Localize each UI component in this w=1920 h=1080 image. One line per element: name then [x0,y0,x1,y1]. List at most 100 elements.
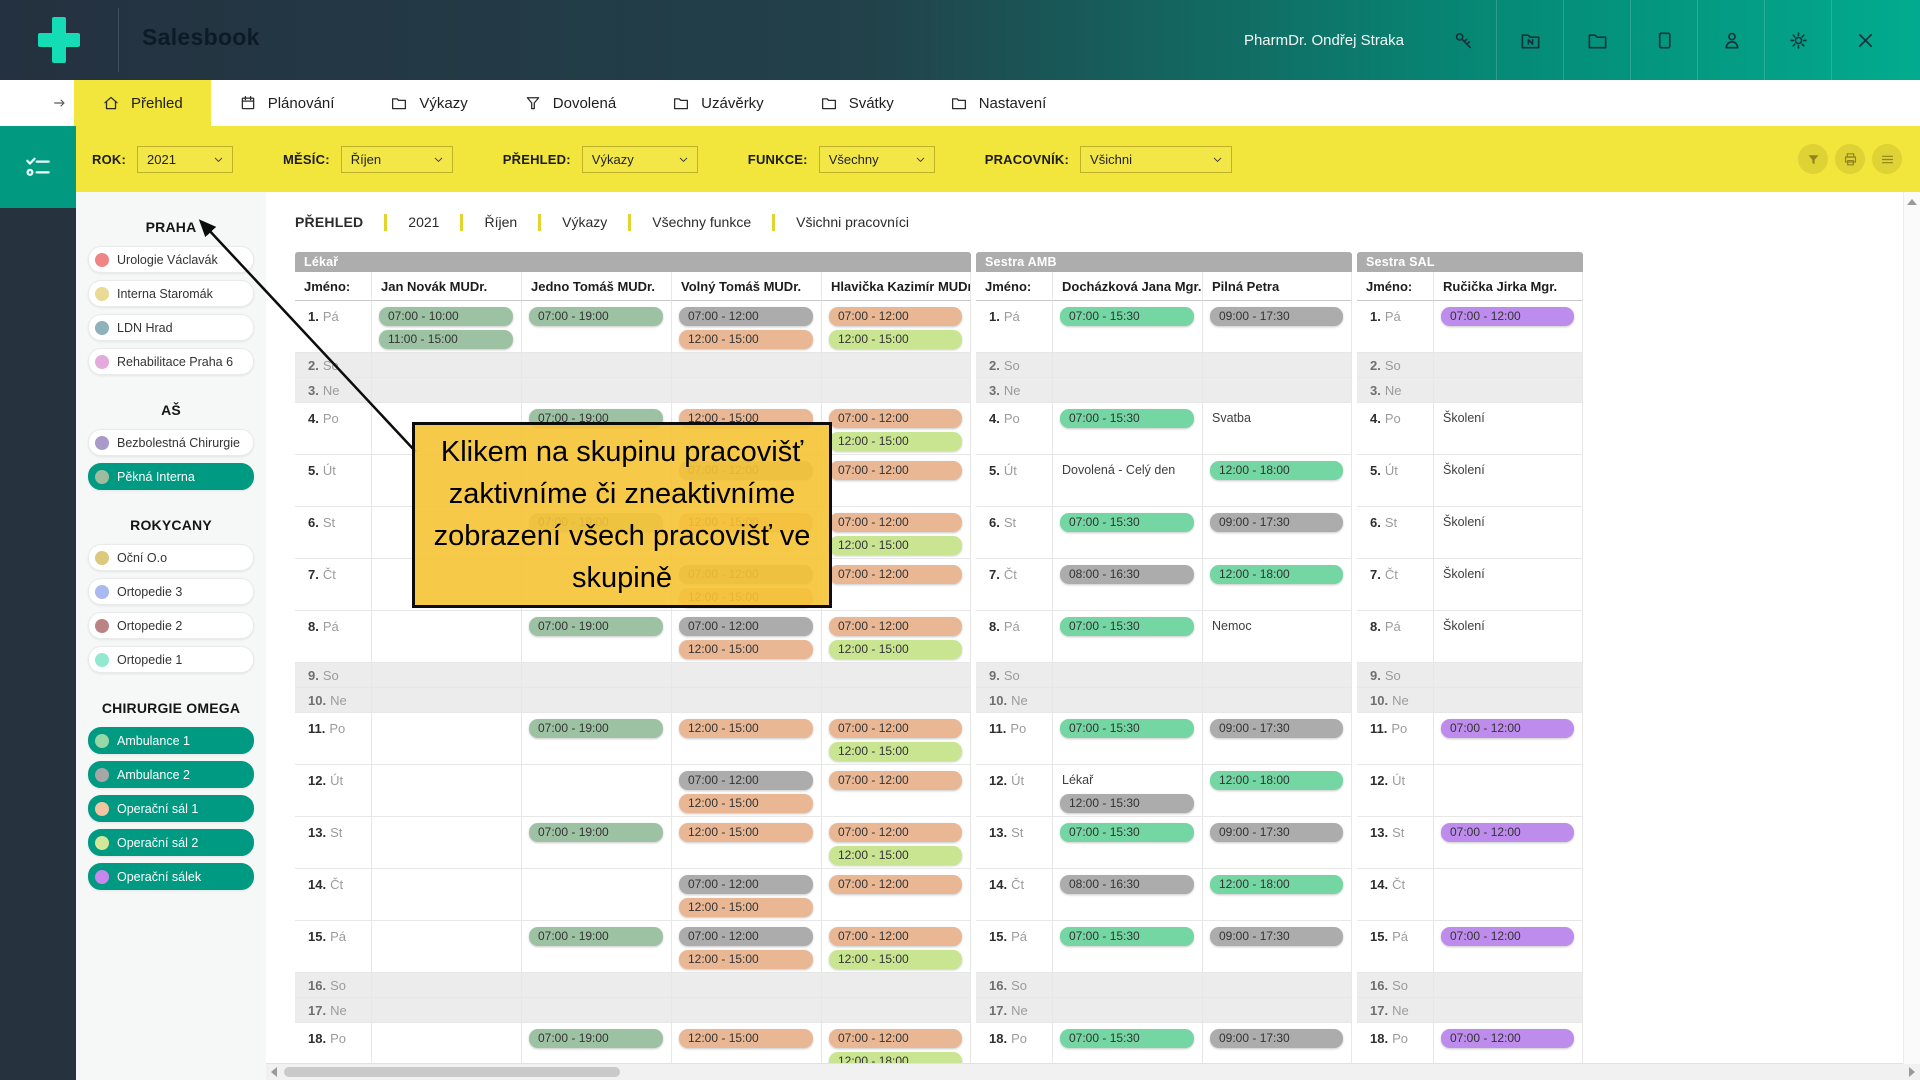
schedule-cell[interactable]: Školení [1433,403,1583,455]
schedule-cell[interactable]: 07:00 - 15:30 [1052,921,1202,973]
shift-badge[interactable]: 09:00 - 17:30 [1210,823,1343,842]
schedule-cell[interactable]: Svatba [1202,403,1352,455]
shift-badge[interactable]: 07:00 - 15:30 [1060,307,1194,326]
menu-button[interactable] [1872,144,1902,174]
group-heading-rokycany[interactable]: ROKYCANY [130,517,212,533]
schedule-cell[interactable] [1202,973,1352,998]
schedule-cell[interactable] [1433,378,1583,403]
schedule-cell[interactable] [521,353,671,378]
shift-badge[interactable]: 07:00 - 19:00 [529,1029,663,1048]
shift-badge[interactable]: 12:00 - 15:00 [829,432,962,451]
filter-button[interactable] [1798,144,1828,174]
schedule-cell[interactable] [521,998,671,1023]
pracovnik-select[interactable]: Všichni [1080,145,1233,173]
scroll-up-button[interactable] [1904,194,1920,210]
schedule-cell[interactable]: 12:00 - 18:00 [1202,869,1352,921]
schedule-cell[interactable]: 07:00 - 12:00 12:00 - 15:00 [671,869,821,921]
shift-badge[interactable]: 08:00 - 16:30 [1060,875,1194,894]
schedule-cell[interactable] [1433,663,1583,688]
shift-badge[interactable]: 11:00 - 15:00 [379,330,513,349]
app-logo[interactable] [0,0,118,80]
mesic-select[interactable]: Říjen [340,145,453,173]
shift-badge[interactable]: 12:00 - 18:00 [1210,565,1343,584]
schedule-cell[interactable]: 07:00 - 12:00 [1433,301,1583,353]
schedule-cell[interactable]: 07:00 - 12:00 12:00 - 15:00 [821,817,971,869]
schedule-cell[interactable] [371,921,521,973]
schedule-cell[interactable]: 12:00 - 15:00 [671,1023,821,1075]
schedule-cell[interactable] [1433,765,1583,817]
shift-note[interactable]: Lékař [1062,773,1094,787]
schedule-cell[interactable]: 09:00 - 17:30 [1202,1023,1352,1075]
shift-badge[interactable]: 07:00 - 12:00 [679,875,813,894]
schedule-cell[interactable]: 07:00 - 15:30 [1052,1023,1202,1075]
schedule-cell[interactable]: Školení [1433,559,1583,611]
schedule-cell[interactable] [671,688,821,713]
schedule-cell[interactable] [371,663,521,688]
shift-badge[interactable]: 12:00 - 15:00 [829,640,962,659]
sidebar-item-ortopedie-3[interactable]: Ortopedie 3 [88,578,254,605]
schedule-cell[interactable] [521,663,671,688]
schedule-cell[interactable]: 07:00 - 15:30 [1052,301,1202,353]
shift-badge[interactable]: 07:00 - 12:00 [1441,307,1574,326]
funkce-select[interactable]: Všechny [818,145,935,173]
schedule-cell[interactable] [671,998,821,1023]
schedule-cell[interactable] [371,765,521,817]
shift-badge[interactable]: 07:00 - 19:00 [529,617,663,636]
schedule-cell[interactable] [1052,353,1202,378]
schedule-cell[interactable]: Školení [1433,611,1583,663]
schedule-cell[interactable] [1433,353,1583,378]
schedule-cell[interactable] [1202,663,1352,688]
schedule-cell[interactable] [521,688,671,713]
shift-badge[interactable]: 07:00 - 12:00 [829,565,962,584]
schedule-cell[interactable]: Nemoc [1202,611,1352,663]
shift-badge[interactable]: 09:00 - 17:30 [1210,513,1343,532]
sidebar-item-rehabilitace-praha-6[interactable]: Rehabilitace Praha 6 [88,348,254,375]
shift-badge[interactable]: 07:00 - 12:00 [829,461,962,480]
shift-badge[interactable]: 12:00 - 15:00 [679,719,813,738]
shift-badge[interactable]: 07:00 - 12:00 [1441,823,1574,842]
schedule-cell[interactable]: 07:00 - 12:00 12:00 - 15:00 [671,611,821,663]
rok-select[interactable]: 2021 [137,145,234,173]
schedule-cell[interactable]: 09:00 - 17:30 [1202,921,1352,973]
schedule-cell[interactable] [521,765,671,817]
schedule-cell[interactable]: 07:00 - 12:00 12:00 - 15:00 [821,611,971,663]
schedule-cell[interactable]: 07:00 - 12:00 [821,765,971,817]
schedule-cell[interactable] [371,869,521,921]
schedule-cell[interactable]: 07:00 - 12:00 [821,559,971,611]
schedule-cell[interactable]: Školení [1433,455,1583,507]
shift-badge[interactable]: 12:00 - 15:00 [679,1029,813,1048]
schedule-cell[interactable]: Dovolená - Celý den [1052,455,1202,507]
close-button[interactable] [1831,0,1898,80]
shift-badge[interactable]: 12:00 - 15:00 [679,330,813,349]
shift-badge[interactable]: 07:00 - 15:30 [1060,823,1194,842]
shift-badge[interactable]: 09:00 - 17:30 [1210,1029,1343,1048]
schedule-cell[interactable]: 07:00 - 12:00 12:00 - 15:00 [671,921,821,973]
schedule-cell[interactable]: 12:00 - 15:00 [671,817,821,869]
schedule-cell[interactable] [1202,998,1352,1023]
tab-uzaverky[interactable]: Uzávěrky [644,80,792,126]
schedule-cell[interactable]: 09:00 - 17:30 [1202,507,1352,559]
shift-note[interactable]: Školení [1443,619,1485,633]
schedule-cell[interactable]: 12:00 - 18:00 [1202,455,1352,507]
shift-badge[interactable]: 08:00 - 16:30 [1060,565,1194,584]
forward-arrow-icon[interactable] [52,95,68,111]
shift-badge[interactable]: 12:00 - 15:00 [829,950,962,969]
schedule-cell[interactable] [371,611,521,663]
schedule-cell[interactable] [671,973,821,998]
schedule-cell[interactable]: 07:00 - 19:00 [521,921,671,973]
prehled-select[interactable]: Výkazy [581,145,698,173]
shift-badge[interactable]: 07:00 - 12:00 [829,617,962,636]
sidebar-item-urologie-vaclavak[interactable]: Urologie Václavák [88,246,254,273]
sidebar-item-ambulance-1[interactable]: Ambulance 1 [88,727,254,754]
shift-badge[interactable]: 12:00 - 15:00 [679,898,813,917]
shift-note[interactable]: Školení [1443,411,1485,425]
key-button[interactable] [1430,0,1496,80]
schedule-cell[interactable]: 12:00 - 15:00 [671,713,821,765]
tab-prehled[interactable]: Přehled [74,80,211,126]
shift-badge[interactable]: 09:00 - 17:30 [1210,307,1343,326]
schedule-cell[interactable]: 07:00 - 15:30 [1052,713,1202,765]
shift-badge[interactable]: 07:00 - 15:30 [1060,617,1194,636]
shift-badge[interactable]: 12:00 - 15:00 [829,846,962,865]
shift-badge[interactable]: 07:00 - 19:00 [529,719,663,738]
folder-n-button[interactable] [1496,0,1563,80]
